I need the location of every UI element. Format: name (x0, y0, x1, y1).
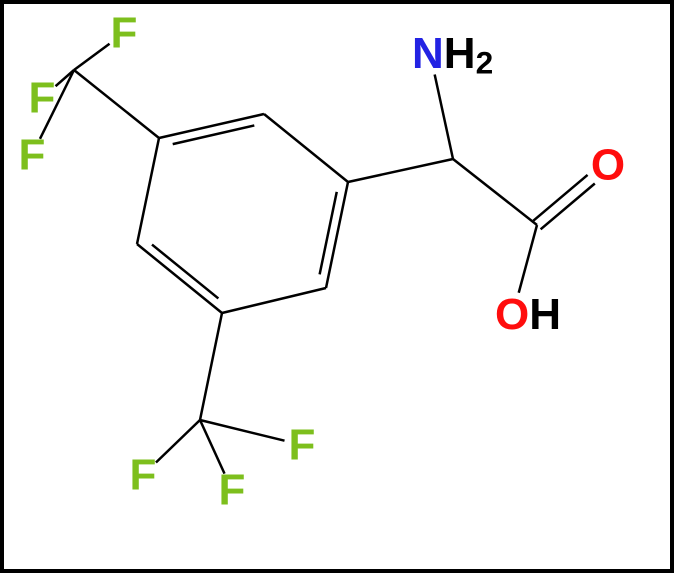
atom-label-f_b2: F (219, 466, 246, 515)
atom-label-f_b1: F (289, 421, 316, 470)
molecule-diagram: FFFFFFNH2OOH (0, 0, 674, 573)
atom-label-f_a1: F (111, 9, 138, 58)
atom-label-f_a2: F (29, 74, 56, 123)
atom-label-o_oh: OH (495, 290, 561, 339)
background-panel (4, 4, 670, 569)
atom-label-f_b3: F (130, 451, 157, 500)
atom-label-f_a3: F (19, 131, 46, 180)
atom-label-o_dbl: O (591, 141, 625, 190)
